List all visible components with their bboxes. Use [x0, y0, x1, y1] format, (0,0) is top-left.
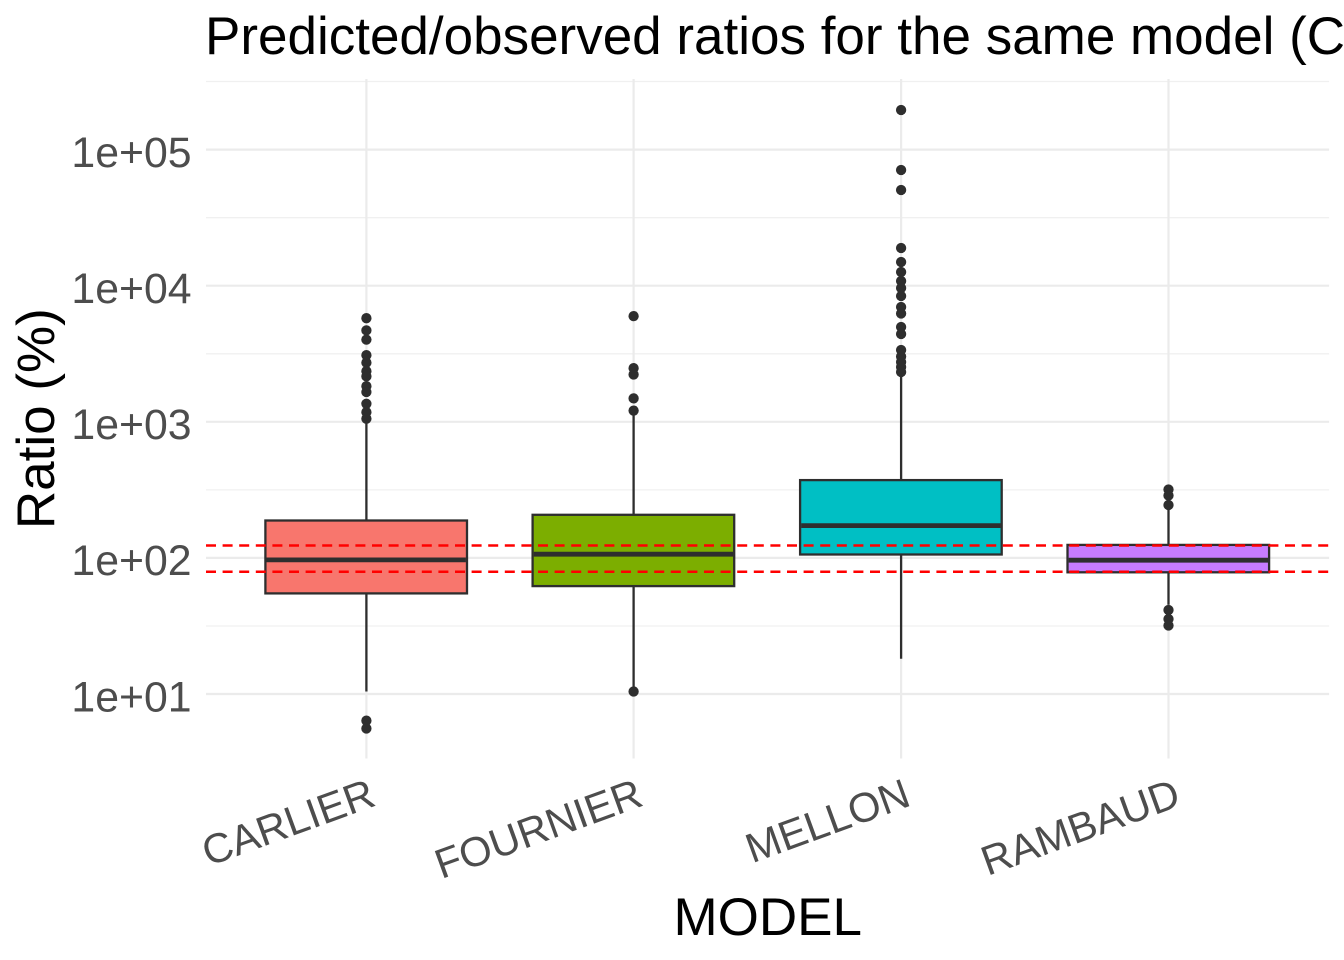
svg-text:1e+04: 1e+04	[71, 265, 191, 313]
svg-text:1e+02: 1e+02	[71, 537, 191, 585]
svg-text:1e+01: 1e+01	[71, 673, 191, 721]
svg-text:Ratio (%): Ratio (%)	[7, 308, 66, 529]
svg-text:1e+03: 1e+03	[71, 401, 191, 449]
svg-text:Predicted/observed ratios for: Predicted/observed ratios for the same m…	[205, 7, 1344, 66]
svg-text:1e+05: 1e+05	[71, 129, 191, 177]
svg-text:MODEL: MODEL	[673, 888, 861, 947]
